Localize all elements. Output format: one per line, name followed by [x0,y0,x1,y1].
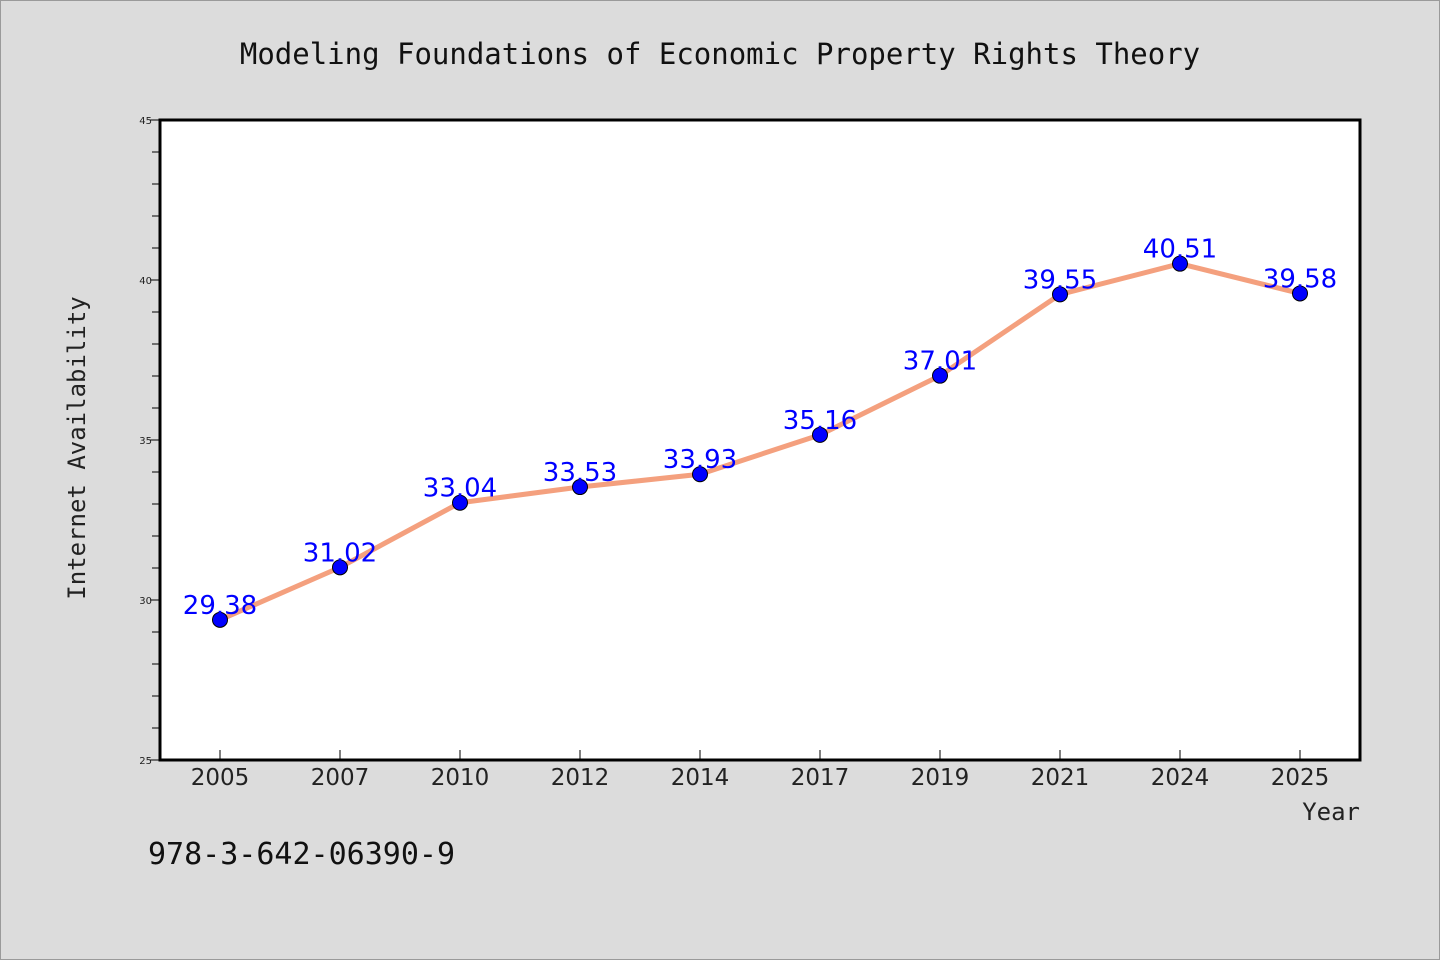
series-markers [212,255,1308,628]
y-tick-label: 25 [139,756,152,767]
x-axis-label: Year [1302,798,1360,826]
y-axis-label: Internet Availability [63,296,91,599]
y-tick-label: 40 [139,276,152,287]
x-tick-label: 2019 [911,765,970,791]
data-label: 39.58 [1263,264,1337,294]
data-point [812,426,828,443]
data-label: 31.02 [303,538,377,568]
x-tick-label: 2024 [1151,765,1210,791]
y-tick-label: 35 [139,436,152,447]
x-tick-label: 2005 [191,765,250,791]
data-point [1052,286,1068,303]
y-tick-label: 45 [139,116,152,127]
data-point [1172,255,1188,272]
x-tick-label: 2012 [551,765,610,791]
data-label: 33.93 [663,445,737,475]
y-axis: 25 30 35 40 45 [139,116,160,767]
plot-area [160,120,1360,760]
data-labels: 29.38 31.02 33.04 33.53 33.93 35.16 37.01 39.55… [183,235,1337,621]
data-point [1292,285,1308,302]
x-tick-label: 2010 [431,765,490,791]
x-tick-label: 2025 [1271,765,1330,791]
data-point [572,479,588,496]
x-axis: 2005 2007 2010 2012 2014 2017 2019 2021 2024 2025 [191,750,1330,791]
data-label: 29.38 [183,591,257,621]
data-label: 33.04 [423,474,497,504]
isbn-footer: 978-3-642-06390-9 [148,837,455,872]
data-label: 37.01 [903,347,977,377]
data-label: 40.51 [1143,235,1217,265]
x-tick-label: 2014 [671,765,730,791]
data-point [332,559,348,576]
y-tick-label: 30 [139,596,152,607]
x-tick-label: 2021 [1031,765,1090,791]
data-point [212,611,228,628]
series-line [217,261,1303,623]
data-label: 39.55 [1023,265,1097,295]
data-point [452,494,468,511]
data-label: 33.53 [543,458,617,488]
data-point [692,466,708,483]
chart-title: Modeling Foundations of Economic Propert… [240,37,1200,71]
x-tick-label: 2007 [311,765,370,791]
data-label: 35.16 [783,406,857,436]
plot-border [158,118,1362,762]
x-tick-label: 2017 [791,765,850,791]
data-point [932,367,948,384]
